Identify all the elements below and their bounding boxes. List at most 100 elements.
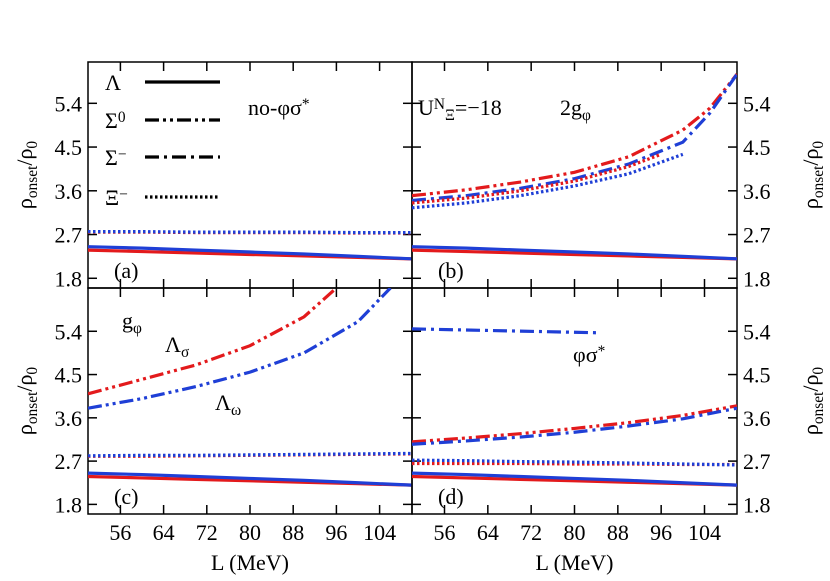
y-tick-label: 4.5 xyxy=(55,363,83,388)
text-part: 2g xyxy=(560,95,582,120)
x-tick-label: 72 xyxy=(196,520,218,545)
text-part: U xyxy=(418,95,434,120)
text-part: g xyxy=(122,308,133,333)
text-part: σ xyxy=(181,344,190,361)
text-part: ω xyxy=(231,402,241,419)
data-line xyxy=(412,152,684,210)
x-axis-label: L (MeV) xyxy=(211,550,289,575)
text-part: onset xyxy=(24,165,41,198)
x-tick-label: 64 xyxy=(153,520,175,545)
text-part: /ρ xyxy=(12,149,37,166)
y-tick-label: 1.8 xyxy=(55,266,83,291)
text-part: φ xyxy=(133,320,142,337)
panel-label: (b) xyxy=(438,258,464,283)
text-part: /ρ xyxy=(12,375,37,392)
text-part: 0 xyxy=(810,367,827,375)
text-part: ρ xyxy=(798,198,823,209)
y-tick-label: 2.7 xyxy=(743,223,771,248)
y-tick-label: 2.7 xyxy=(55,449,83,474)
y-tick-label: 2.7 xyxy=(55,223,83,248)
annotation: 2gφ xyxy=(560,95,591,124)
x-axis-label: L (MeV) xyxy=(536,550,614,575)
y-axis-label: ρonset/ρ0 xyxy=(12,141,41,210)
text-part: /ρ xyxy=(798,375,823,392)
text-part: Λ xyxy=(105,70,121,95)
text-part: * xyxy=(598,343,606,360)
text-part: φ xyxy=(582,107,591,124)
text-part: Σ xyxy=(105,145,118,170)
y-tick-label: 5.4 xyxy=(743,91,771,116)
x-tick-label: 96 xyxy=(650,520,672,545)
text-part: 0 xyxy=(24,141,41,149)
y-tick-label: 1.8 xyxy=(55,492,83,517)
text-part: 0 xyxy=(810,141,827,149)
text-part: − xyxy=(118,146,127,163)
text-part: φσ xyxy=(573,342,598,367)
x-tick-label: 104 xyxy=(363,520,396,545)
data-line xyxy=(88,245,412,261)
panel-label: (a) xyxy=(114,258,138,283)
text-part: no-φσ xyxy=(248,95,302,120)
annotation: φσ* xyxy=(573,342,605,367)
annotation: Λω xyxy=(215,390,241,419)
text-part: onset xyxy=(24,391,41,424)
y-axis-label: ρonset/ρ0 xyxy=(12,367,41,436)
data-line xyxy=(88,230,412,235)
y-tick-label: 4.5 xyxy=(55,135,83,160)
legend-label: Σ− xyxy=(105,145,127,170)
data-line xyxy=(412,404,737,444)
text-part: N xyxy=(434,96,445,113)
data-line xyxy=(412,245,737,261)
y-tick-label: 3.6 xyxy=(743,406,771,431)
y-tick-label: 1.8 xyxy=(743,266,771,291)
text-part: onset xyxy=(810,165,827,198)
text-part: =−18 xyxy=(455,95,502,120)
x-tick-label: 88 xyxy=(282,520,304,545)
text-part: 0 xyxy=(24,367,41,375)
data-line xyxy=(412,471,737,487)
data-line xyxy=(88,288,338,396)
text-part: onset xyxy=(810,391,827,424)
annotation: gφ xyxy=(122,308,142,337)
text-part: − xyxy=(119,186,128,203)
text-part: Ξ xyxy=(445,107,455,124)
data-line xyxy=(88,471,412,487)
text-part: /ρ xyxy=(798,149,823,166)
data-line xyxy=(412,73,737,198)
text-part: * xyxy=(302,96,310,113)
x-tick-label: 80 xyxy=(564,520,586,545)
x-tick-label: 96 xyxy=(325,520,347,545)
panel-label: (c) xyxy=(114,484,138,509)
x-tick-label: 88 xyxy=(607,520,629,545)
data-line xyxy=(412,73,737,203)
panel-label: (d) xyxy=(438,484,464,509)
y-tick-label: 2.7 xyxy=(743,449,771,474)
data-line xyxy=(412,152,662,205)
data-line xyxy=(412,406,737,446)
legend-label: Λ xyxy=(105,70,121,95)
annotation: UNΞ=−18 xyxy=(418,95,502,124)
y-tick-label: 1.8 xyxy=(743,492,771,517)
text-part: ρ xyxy=(12,424,37,435)
legend-label: Ξ− xyxy=(105,185,128,210)
y-tick-label: 4.5 xyxy=(743,135,771,160)
y-tick-label: 5.4 xyxy=(743,319,771,344)
text-part: ρ xyxy=(798,424,823,435)
text-part: ρ xyxy=(12,198,37,209)
y-axis-label: ρonset/ρ0 xyxy=(798,367,827,436)
y-tick-label: 3.6 xyxy=(743,179,771,204)
x-tick-label: 64 xyxy=(477,520,499,545)
y-tick-label: 5.4 xyxy=(55,91,83,116)
annotation: no-φσ* xyxy=(248,95,310,120)
annotation: Λσ xyxy=(165,332,190,361)
y-tick-label: 3.6 xyxy=(55,406,83,431)
text-part: Λ xyxy=(215,390,231,415)
x-tick-label: 104 xyxy=(688,520,721,545)
y-tick-label: 4.5 xyxy=(743,363,771,388)
text-part: Σ xyxy=(105,108,118,133)
y-tick-label: 5.4 xyxy=(55,319,83,344)
text-part: Ξ xyxy=(105,185,119,210)
data-line xyxy=(88,451,412,458)
x-tick-label: 72 xyxy=(520,520,542,545)
